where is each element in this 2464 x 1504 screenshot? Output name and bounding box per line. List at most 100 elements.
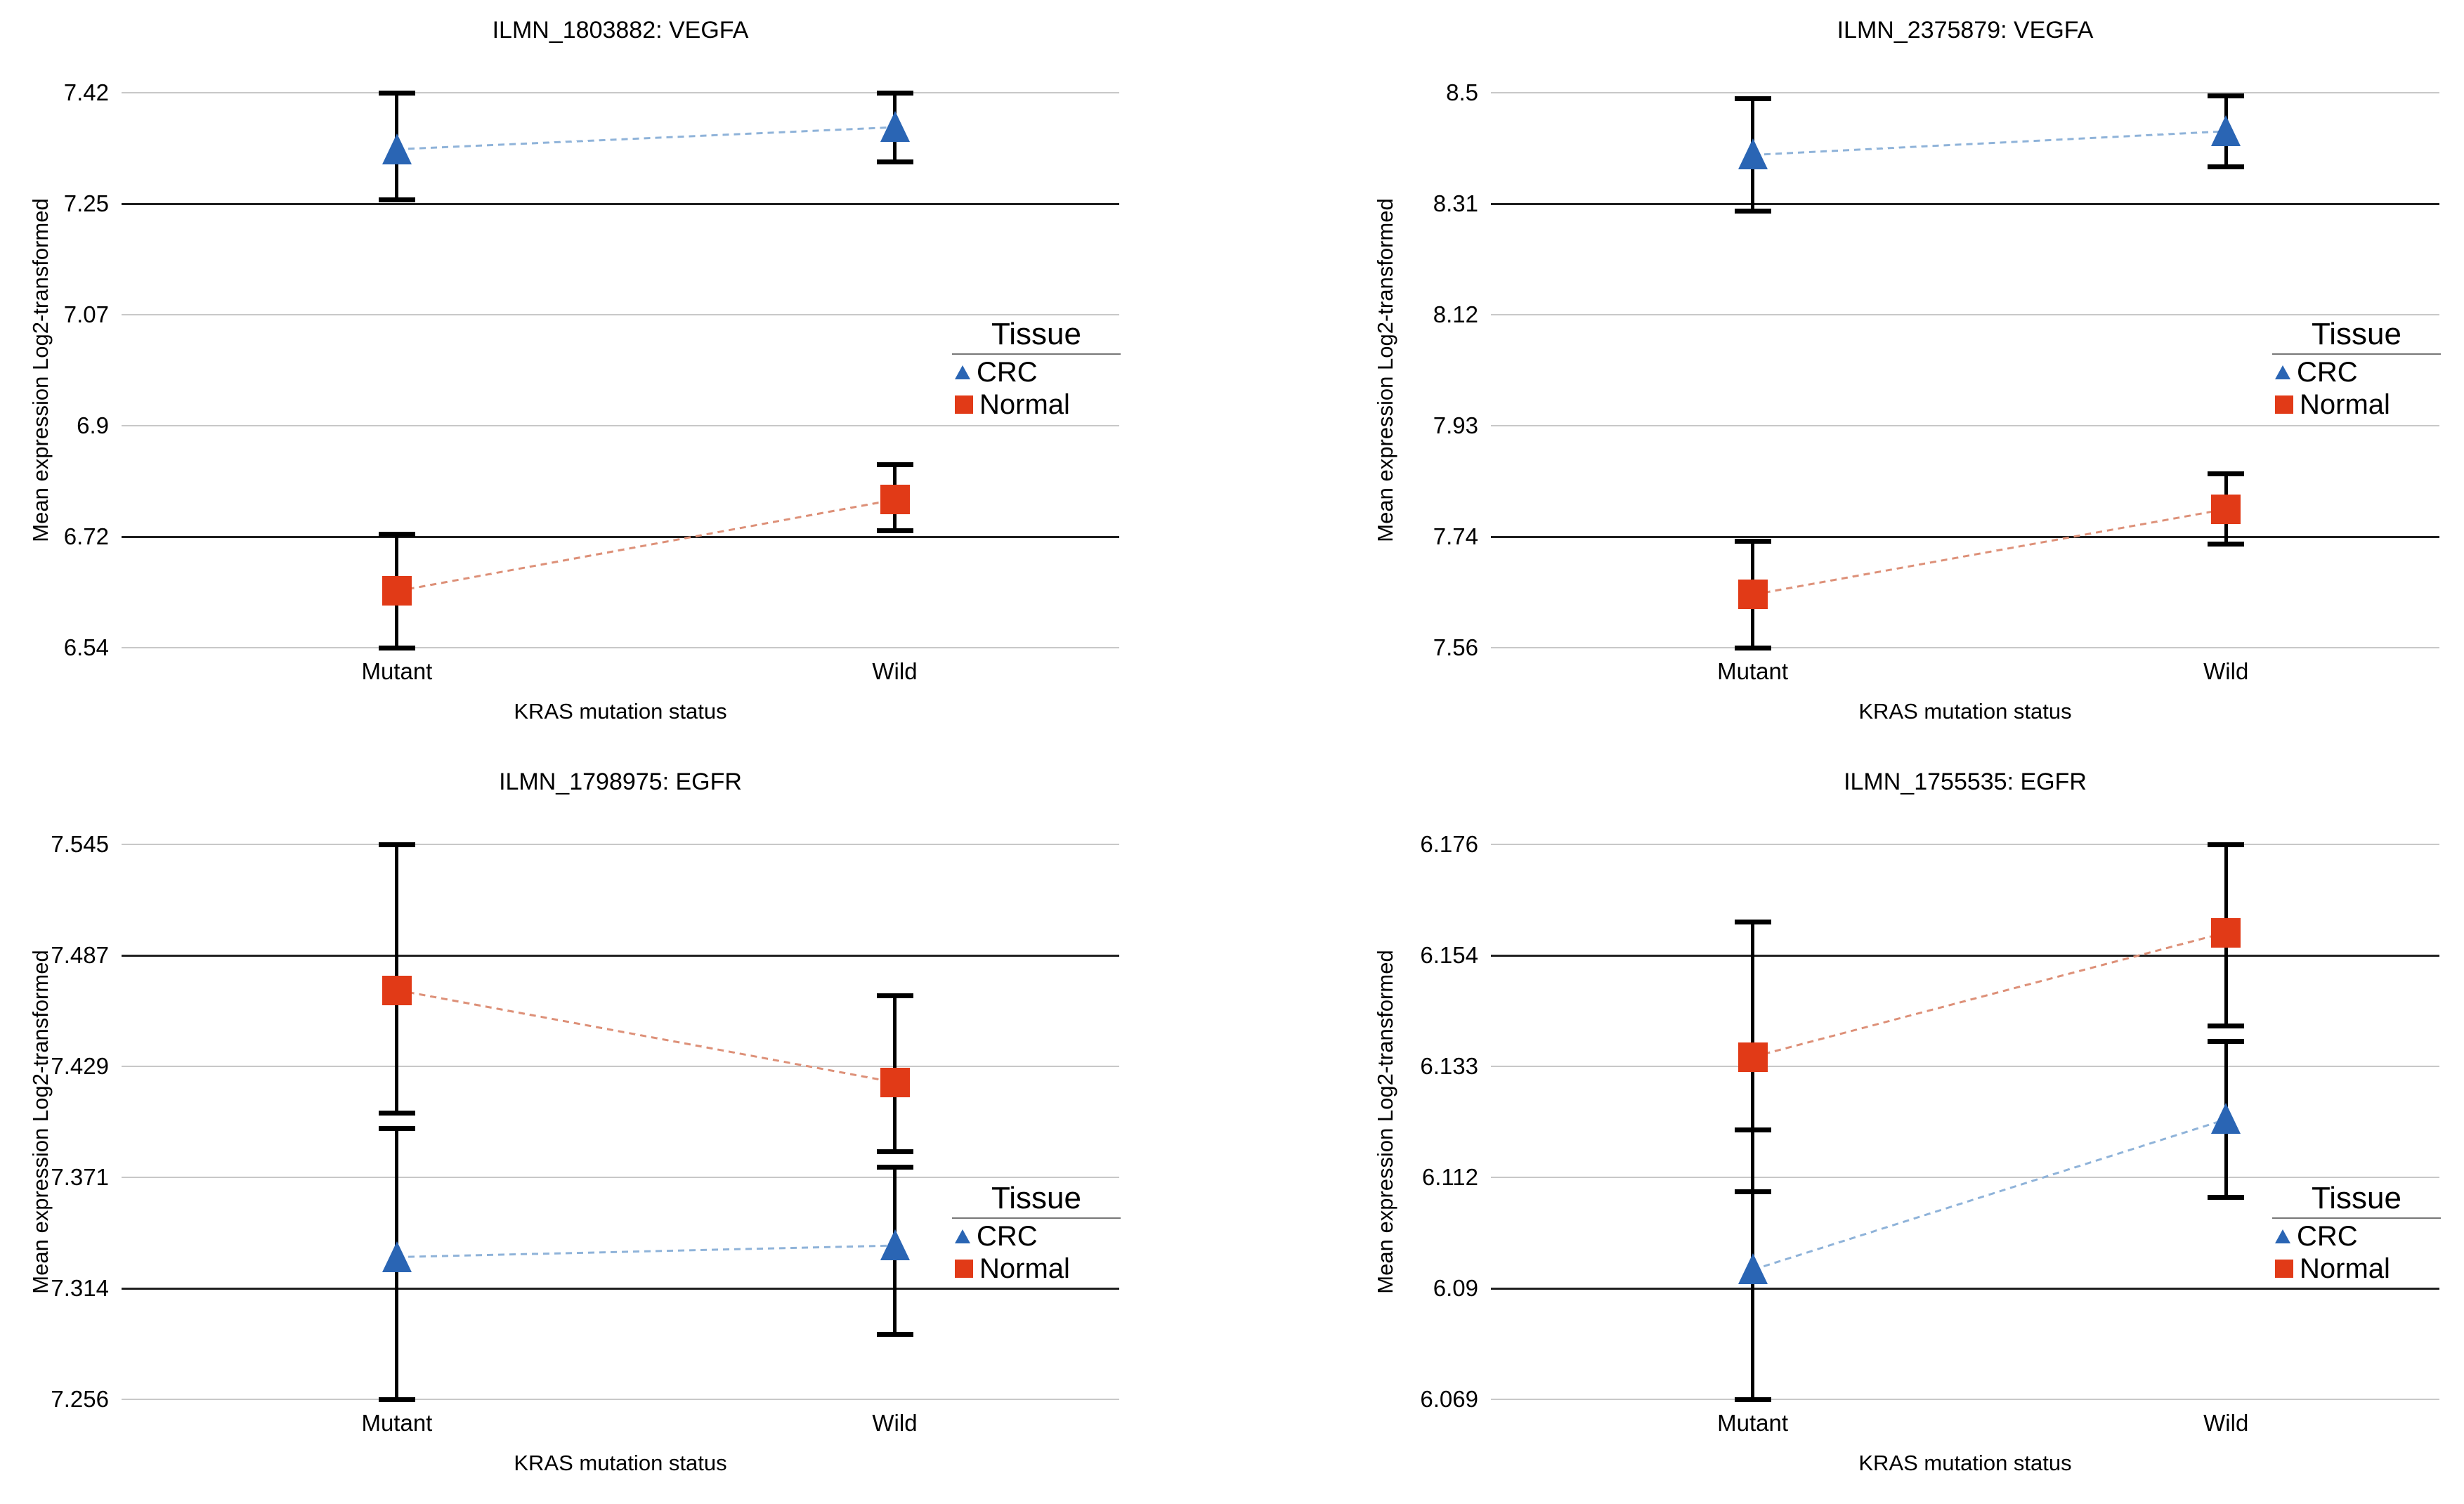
legend-title: Tissue xyxy=(991,317,1081,351)
y-tick-label: 7.42 xyxy=(63,79,109,105)
error-bar-cap xyxy=(378,90,415,96)
triangle-marker-icon xyxy=(2275,1229,2290,1243)
error-bar-cap xyxy=(876,90,913,96)
series-connector xyxy=(1752,130,2227,156)
gridline xyxy=(122,1399,1119,1400)
y-tick-label: 7.314 xyxy=(51,1275,109,1301)
square-marker-icon xyxy=(2275,395,2293,414)
panel-ilmn-1798975-egfr: ILMN_1798975: EGFR Mean expression Log2-… xyxy=(2,752,1232,1503)
gridline xyxy=(122,314,1119,315)
gridline xyxy=(1491,202,2439,205)
legend-item-normal: Normal xyxy=(952,390,1121,419)
gridline xyxy=(122,1287,1119,1290)
y-tick-label: 7.56 xyxy=(1433,634,1478,660)
error-bar-cap xyxy=(2208,842,2245,847)
category-label: Mutant xyxy=(1717,1410,1789,1436)
error-bar-cap xyxy=(1734,645,1771,650)
gridline xyxy=(122,202,1119,205)
legend-item-crc: CRC xyxy=(952,1222,1121,1251)
legend-item-label: CRC xyxy=(977,357,1038,388)
error-bar-cap xyxy=(378,531,415,537)
chart-title: ILMN_1798975: EGFR xyxy=(499,769,742,795)
y-tick-label: 6.154 xyxy=(1420,942,1478,968)
plot-area: 6.176 6.154 6.133 6.112 6.09 6.069 Mutant Wild xyxy=(1234,752,2464,1503)
category-label: Mutant xyxy=(361,1410,433,1436)
error-bar-cap xyxy=(1734,539,1771,544)
legend-item-normal: Normal xyxy=(2272,1254,2441,1283)
gridline xyxy=(122,844,1119,845)
series-connector xyxy=(396,126,895,151)
data-point-normal xyxy=(2211,917,2241,948)
legend: Tissue CRC Normal xyxy=(2272,1182,2441,1283)
error-bar-cap xyxy=(1734,1397,1771,1402)
gridline xyxy=(1491,425,2439,426)
legend: Tissue CRC Normal xyxy=(2272,318,2441,419)
triangle-marker-icon xyxy=(2275,365,2290,379)
legend-title: Tissue xyxy=(2312,1181,2401,1215)
data-point-normal xyxy=(382,975,412,1005)
y-tick-label: 8.12 xyxy=(1433,301,1478,327)
category-label: Wild xyxy=(872,658,918,684)
gridline xyxy=(1491,647,2439,648)
y-tick-label: 8.31 xyxy=(1433,190,1478,216)
legend-title: Tissue xyxy=(2312,317,2401,351)
plot-area: 8.5 8.31 8.12 7.93 7.74 7.56 Mutant Wild xyxy=(1234,0,2464,752)
category-label: Wild xyxy=(872,1410,918,1436)
error-bar-cap xyxy=(378,1397,415,1402)
legend-item-label: Normal xyxy=(979,1253,1070,1284)
triangle-marker-icon xyxy=(955,365,970,379)
data-point-crc xyxy=(2211,1103,2241,1134)
gridline xyxy=(1491,1177,2439,1178)
gridline xyxy=(1491,314,2439,315)
legend-item-crc: CRC xyxy=(952,358,1121,387)
y-tick-label: 7.74 xyxy=(1433,523,1478,549)
series-connector xyxy=(396,989,895,1084)
y-tick-label: 7.93 xyxy=(1433,412,1478,438)
error-bar-cap xyxy=(2208,471,2245,476)
gridline xyxy=(1491,1399,2439,1400)
error-bar-cap xyxy=(876,1164,913,1170)
x-axis-label: KRAS mutation status xyxy=(514,699,727,724)
legend-item-label: Normal xyxy=(979,389,1070,420)
y-tick-label: 7.429 xyxy=(51,1053,109,1079)
y-tick-label: 6.72 xyxy=(63,523,109,549)
y-tick-label: 6.176 xyxy=(1420,831,1478,857)
data-point-normal xyxy=(2211,494,2241,524)
data-point-crc xyxy=(880,111,910,143)
y-tick-label: 6.069 xyxy=(1420,1386,1478,1412)
category-label: Wild xyxy=(2203,658,2249,684)
gridline xyxy=(122,1177,1119,1178)
error-bar-cap xyxy=(876,528,913,534)
plot-area: 7.42 7.25 7.07 6.9 6.72 6.54 Mutant Wild xyxy=(2,0,1232,752)
legend-item-normal: Normal xyxy=(952,1254,1121,1283)
data-point-crc xyxy=(382,1241,412,1272)
y-tick-label: 7.07 xyxy=(63,301,109,327)
error-bar-cap xyxy=(2208,164,2245,169)
x-axis-label: KRAS mutation status xyxy=(514,1451,727,1475)
y-tick-label: 8.5 xyxy=(1446,79,1478,105)
error-bar-cap xyxy=(2208,1194,2245,1200)
chart-title: ILMN_1803882: VEGFA xyxy=(492,17,749,44)
legend-item-label: CRC xyxy=(2297,357,2358,388)
series-connector xyxy=(396,498,895,592)
data-point-crc xyxy=(382,133,412,164)
error-bar-cap xyxy=(2208,542,2245,547)
legend-item-label: Normal xyxy=(2300,1253,2390,1284)
data-point-normal xyxy=(880,1067,910,1097)
error-bar-cap xyxy=(378,197,415,203)
error-bar-cap xyxy=(1734,96,1771,101)
legend-divider xyxy=(952,1217,1121,1219)
x-axis-label: KRAS mutation status xyxy=(1858,699,2072,724)
legend-item-label: CRC xyxy=(2297,1221,2358,1252)
category-label: Mutant xyxy=(361,658,433,684)
x-axis-label: KRAS mutation status xyxy=(1858,1451,2072,1475)
data-point-crc xyxy=(880,1229,910,1261)
y-tick-label: 7.371 xyxy=(51,1164,109,1190)
data-point-normal xyxy=(1738,1042,1768,1072)
y-tick-label: 7.487 xyxy=(51,942,109,968)
panel-ilmn-1803882-vegfa: ILMN_1803882: VEGFA Mean expression Log2… xyxy=(2,0,1232,752)
gridline xyxy=(1491,1287,2439,1290)
error-bar-cap xyxy=(1734,1189,1771,1195)
gridline xyxy=(1491,1066,2439,1067)
